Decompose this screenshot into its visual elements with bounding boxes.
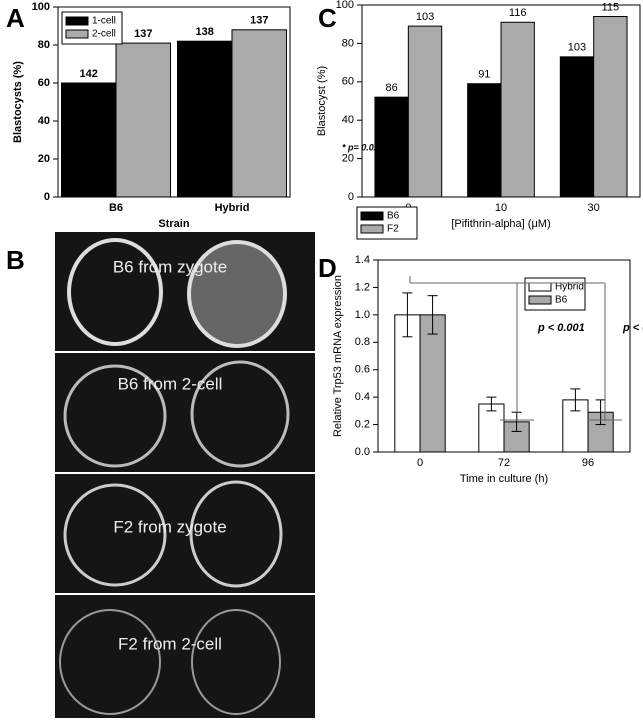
panel-letter: D <box>318 253 337 283</box>
y-tick-label: 0.8 <box>355 336 370 348</box>
bar <box>176 40 233 198</box>
bar <box>60 82 117 198</box>
bar <box>394 314 421 453</box>
y-tick-label: 60 <box>342 76 354 88</box>
annotation: p < 0.001 <box>622 322 643 334</box>
count-label: 115 <box>602 1 620 13</box>
y-axis-label: Blastocysts (%) <box>12 61 24 143</box>
y-tick-label: 0 <box>44 191 50 203</box>
legend-label: F2 <box>387 224 399 235</box>
legend-label: B6 <box>387 211 400 222</box>
y-tick-label: 40 <box>342 114 354 126</box>
panel-letter: A <box>6 3 25 33</box>
y-tick-label: 20 <box>342 153 354 165</box>
x-tick-label: 96 <box>582 457 594 469</box>
y-tick-label: 0.6 <box>355 364 370 376</box>
bar <box>407 25 443 198</box>
bar <box>500 21 535 198</box>
bar <box>593 16 628 198</box>
micrograph-label: B6 from 2-cell <box>118 374 223 393</box>
legend-label: 2-cell <box>92 29 116 40</box>
y-tick-label: 1.2 <box>355 281 370 293</box>
y-tick-label: 80 <box>38 39 50 51</box>
y-tick-label: 40 <box>38 115 50 127</box>
legend-swatch <box>65 16 89 26</box>
x-tick-label: 30 <box>588 202 600 214</box>
y-tick-label: 0.2 <box>355 418 370 430</box>
legend-label: Hybrid <box>555 282 584 293</box>
count-label: 103 <box>416 11 434 23</box>
micrograph <box>55 595 315 718</box>
legend-swatch <box>360 211 384 221</box>
y-tick-label: 100 <box>32 1 50 13</box>
legend-swatch <box>65 29 89 39</box>
micrograph-panel: B6 from zygote B6 from 2-cell F2 from zy… <box>55 232 315 718</box>
embryo <box>63 483 167 587</box>
count-label: 86 <box>386 82 398 94</box>
legend-swatch <box>360 224 384 234</box>
embryo <box>191 609 281 715</box>
y-tick-label: 20 <box>38 153 50 165</box>
embryo <box>190 360 290 468</box>
bar <box>419 314 446 453</box>
x-tick-label: 10 <box>495 202 507 214</box>
embryo <box>187 240 287 348</box>
embryo <box>63 364 167 468</box>
y-tick-label: 0 <box>348 191 354 203</box>
x-tick-label: 0 <box>417 457 423 469</box>
legend-label: B6 <box>555 295 568 306</box>
x-axis-label: [Pifithrin-alpha] (μM) <box>451 218 550 230</box>
embryo <box>189 480 283 588</box>
legend-swatch <box>528 282 552 292</box>
y-tick-label: 1.0 <box>355 309 370 321</box>
panel-letter: B <box>6 245 25 275</box>
micrograph-label: B6 from zygote <box>113 257 227 276</box>
x-axis-label: Strain <box>158 218 189 230</box>
y-tick-label: 100 <box>336 0 354 11</box>
y-tick-label: 0.4 <box>355 391 370 403</box>
count-label: 116 <box>509 7 527 19</box>
legend-swatch <box>528 295 552 305</box>
bar <box>115 42 172 198</box>
y-tick-label: 60 <box>38 77 50 89</box>
count-label: 137 <box>250 15 268 27</box>
y-tick-label: 1.4 <box>355 254 370 266</box>
bar <box>559 56 595 198</box>
micrograph-label: F2 from 2-cell <box>118 634 222 653</box>
x-tick-label: 72 <box>498 457 510 469</box>
count-label: 142 <box>80 68 98 80</box>
x-tick-label: Hybrid <box>215 202 250 214</box>
count-label: 103 <box>568 42 586 54</box>
y-tick-label: 80 <box>342 37 354 49</box>
x-tick-label: B6 <box>109 202 123 214</box>
count-label: 138 <box>196 26 214 38</box>
x-axis-label: Time in culture (h) <box>460 473 548 485</box>
count-label: 91 <box>478 69 490 81</box>
bar <box>231 29 288 198</box>
count-label: 137 <box>134 28 152 40</box>
plot-frame <box>57 6 291 198</box>
micrograph-label: F2 from zygote <box>113 517 226 536</box>
bar <box>374 96 409 198</box>
bar <box>467 83 502 198</box>
y-axis-label: Relative Trp53 mRNA expression <box>332 275 344 437</box>
annotation: p < 0.001 <box>537 322 585 334</box>
embryo <box>67 238 163 346</box>
panel-letter: C <box>318 3 337 33</box>
legend-label: 1-cell <box>92 16 116 27</box>
annotation: * <box>78 0 83 6</box>
micrograph <box>55 474 315 593</box>
annotation: * p= 0.028 <box>342 142 384 152</box>
y-tick-label: 0.0 <box>355 446 370 458</box>
y-axis-label: Blastocyst (%) <box>316 66 328 136</box>
embryo <box>59 609 161 715</box>
